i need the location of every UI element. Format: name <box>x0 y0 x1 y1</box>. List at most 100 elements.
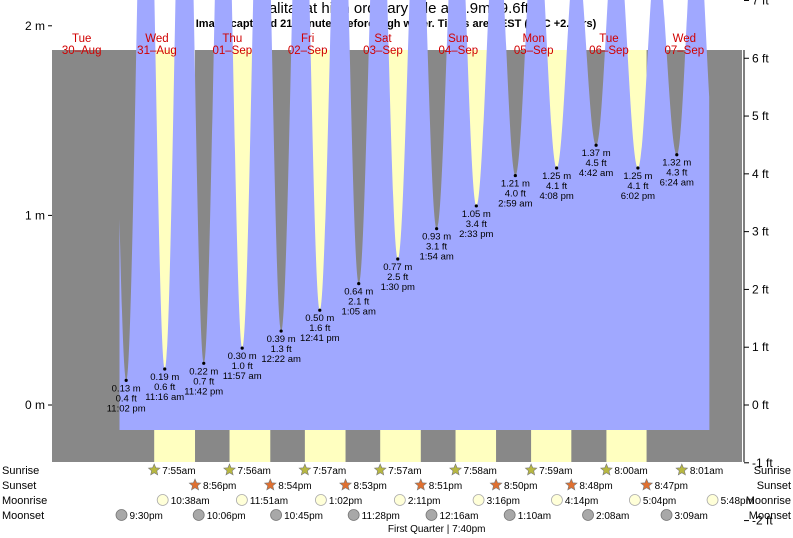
tide-label: 12:41 pm <box>300 333 340 344</box>
moonrise-time: 5:04pm <box>643 496 676 507</box>
day-date: 07–Sep <box>665 45 705 57</box>
day-name: Tue <box>599 33 618 45</box>
tide-label: 4.1 ft <box>546 181 567 192</box>
moonrise-icon <box>315 494 327 506</box>
sunset-icon <box>339 478 352 491</box>
tide-label: 4.0 ft <box>505 189 526 200</box>
sunset-icon <box>188 478 202 491</box>
tide-label: 1:30 pm <box>381 282 415 293</box>
tide-label: 4.3 ft <box>666 168 687 179</box>
y-tick-label-ft: 0 ft <box>752 398 769 412</box>
sunrise-icon <box>298 463 312 476</box>
day-name: Sun <box>448 33 468 45</box>
moonset-icon <box>192 509 205 521</box>
sunset-icon <box>414 478 428 491</box>
day-name: Sat <box>374 33 392 45</box>
moonset-icon <box>115 509 128 521</box>
tide-label: 1.05 m <box>462 209 491 220</box>
tide-label: 11:57 am <box>223 371 262 382</box>
sunset-time: 8:48pm <box>579 481 612 492</box>
y-tick-label-ft: 5 ft <box>752 109 769 123</box>
tide-label: 11:16 am <box>145 392 184 403</box>
tide-point <box>513 173 517 178</box>
sunrise-time: 7:57am <box>388 466 421 477</box>
moonrise-time: 2:11pm <box>408 496 441 507</box>
tide-point <box>357 282 361 286</box>
row-label-right: Sunrise <box>754 465 791 477</box>
tide-label: 0.93 m <box>422 232 451 243</box>
sunrise-icon <box>223 463 236 476</box>
sunrise-time: 7:58am <box>464 466 497 477</box>
tide-point <box>555 166 559 170</box>
tide-curve <box>119 0 710 430</box>
sunrise-time: 8:00am <box>614 466 647 477</box>
row-label-left: Sunrise <box>2 465 39 477</box>
sunset-icon <box>640 478 654 491</box>
sunset-time: 8:47pm <box>655 481 688 492</box>
moonrise-icon <box>472 494 485 506</box>
chart-axes: 0 m1 m2 m3 m-2 ft-1 ft0 ft1 ft2 ft3 ft4 … <box>25 0 773 528</box>
tide-label: 6:24 am <box>660 178 694 189</box>
day-name: Mon <box>522 33 544 45</box>
sunset-icon <box>263 478 277 491</box>
moonset-time: 1:10am <box>518 511 551 522</box>
sunrise-time: 7:59am <box>539 466 572 477</box>
tide-point <box>396 257 400 261</box>
moonrise-time: 11:51am <box>250 496 288 507</box>
tide-area <box>119 0 710 430</box>
tide-label: 1.32 m <box>662 158 691 169</box>
sunrise-icon <box>373 463 387 476</box>
y-tick-label-m: 1 m <box>25 208 45 222</box>
day-date: 31–Aug <box>137 45 177 57</box>
sunrise-icon <box>449 463 462 476</box>
tide-label: 2:59 am <box>498 199 532 210</box>
sunrise-icon <box>675 463 689 476</box>
moonrise-time: 5:48pm <box>721 496 754 507</box>
sunrise-icon <box>147 463 161 476</box>
moonset-icon <box>660 509 673 521</box>
moonset-time: 11:28pm <box>362 511 400 522</box>
tide-label: 4:42 am <box>579 168 613 179</box>
tide-point <box>318 308 322 312</box>
day-name: Wed <box>673 33 696 45</box>
row-label-right: Moonrise <box>746 495 791 507</box>
moonrise-icon <box>706 494 719 506</box>
tide-label: 12:22 am <box>261 354 301 365</box>
tide-label: 4.1 ft <box>627 181 648 192</box>
moonrise-time: 10:38am <box>171 496 210 507</box>
moonset-icon <box>582 509 594 521</box>
day-date: 30–Aug <box>62 45 102 57</box>
day-date: 06–Sep <box>589 45 629 57</box>
sun-moon-table: Sunrise Sunrise Sunset Sunset Moonrise Moonri… <box>2 463 791 535</box>
day-name: Tue <box>72 33 91 45</box>
tide-label: 6:02 pm <box>621 191 655 202</box>
y-tick-label-ft: 6 ft <box>752 51 769 65</box>
tide-point <box>675 153 679 157</box>
day-date: 02–Sep <box>288 45 328 57</box>
moonrise-icon <box>235 494 248 506</box>
moonset-icon <box>347 509 360 521</box>
tide-label: 1.25 m <box>623 171 652 182</box>
sunset-time: 8:53pm <box>354 481 387 492</box>
tide-label: 0.4 ft <box>116 393 137 404</box>
tide-label: 0.30 m <box>228 351 257 362</box>
tide-point <box>124 378 128 382</box>
tide-label: 0.13 m <box>112 383 141 394</box>
moonrise-time: 3:16pm <box>487 496 520 507</box>
y-tick-label-ft: 7 ft <box>752 0 769 7</box>
sunrise-time: 7:57am <box>313 466 346 477</box>
sunrise-time: 7:55am <box>162 466 195 477</box>
day-date: 01–Sep <box>213 45 253 57</box>
moonset-icon <box>270 509 282 521</box>
row-label-left: Moonrise <box>2 495 47 507</box>
tide-label: 11:02 pm <box>107 403 146 414</box>
sunset-time: 8:54pm <box>278 481 311 492</box>
tide-label: 1.25 m <box>542 171 571 182</box>
tide-label: 2:33 pm <box>459 229 493 240</box>
tide-point <box>202 361 206 365</box>
tide-label: 0.39 m <box>267 334 296 345</box>
moonset-icon <box>425 509 438 521</box>
moonset-time: 10:45pm <box>284 511 323 522</box>
tide-label: 0.50 m <box>305 313 334 324</box>
tide-point <box>240 346 244 350</box>
